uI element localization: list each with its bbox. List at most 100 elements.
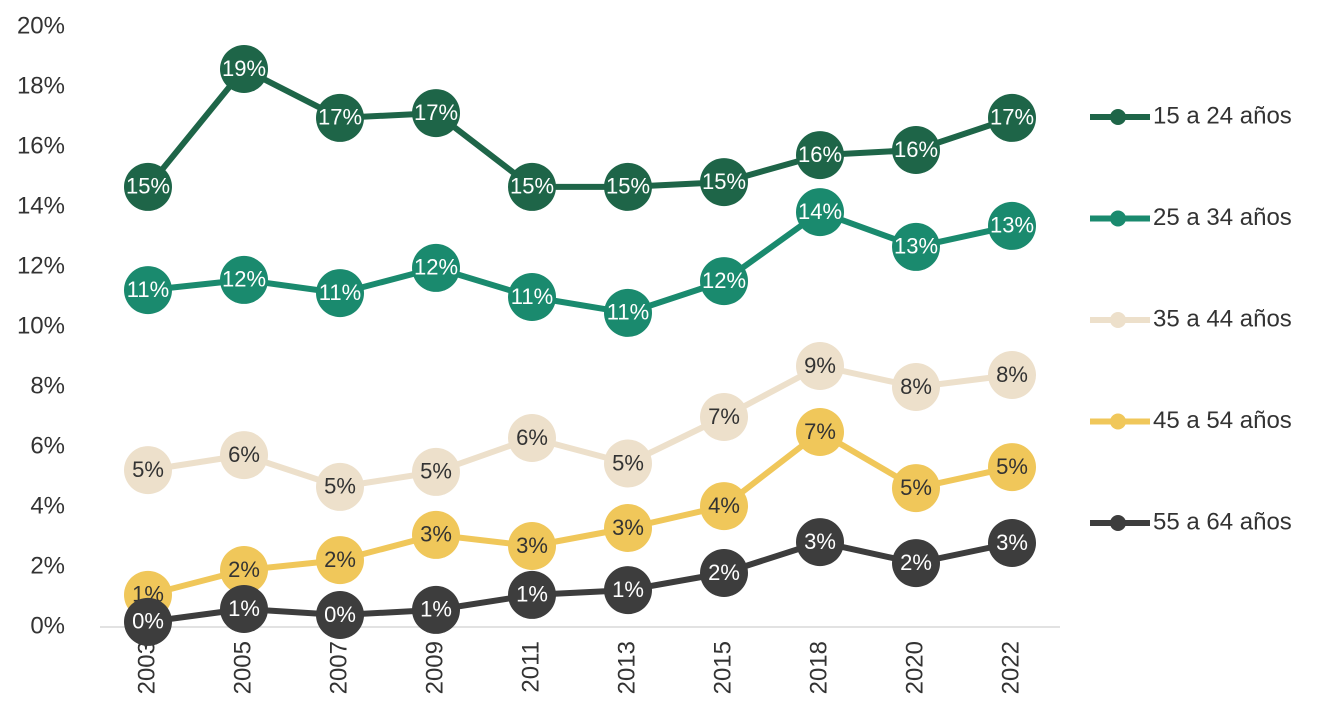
data-label: 3% (516, 533, 548, 558)
x-tick-label: 2007 (325, 641, 352, 694)
data-point (892, 539, 940, 588)
data-point (892, 222, 940, 271)
y-tick-label: 20% (17, 12, 65, 39)
y-tick-label: 2% (30, 552, 65, 579)
data-point (988, 519, 1036, 567)
series-line (145, 66, 1013, 190)
data-point (508, 162, 556, 211)
data-label: 13% (990, 213, 1034, 238)
data-point (796, 188, 844, 237)
data-point (124, 446, 172, 495)
data-point (700, 482, 748, 531)
data-point (988, 351, 1036, 399)
y-tick-label: 16% (17, 132, 65, 159)
data-point (604, 439, 652, 488)
data-label: 15% (510, 174, 554, 199)
data-label: 15% (126, 174, 170, 199)
data-point (316, 462, 364, 511)
legend-marker (1110, 312, 1126, 328)
data-label: 7% (804, 419, 836, 444)
data-label: 5% (612, 450, 644, 475)
legend-label: 35 a 44 años (1153, 305, 1292, 332)
y-tick-label: 4% (30, 492, 65, 519)
data-point (700, 393, 748, 441)
data-label: 12% (222, 267, 266, 292)
data-point (700, 158, 748, 207)
data-point (412, 89, 460, 138)
y-tick-label: 18% (17, 72, 65, 99)
data-label: 17% (414, 100, 458, 125)
data-point (124, 266, 172, 315)
data-label: 9% (804, 353, 836, 378)
data-point (892, 363, 940, 411)
data-label: 8% (996, 362, 1028, 387)
series-line (147, 539, 1013, 625)
legend-marker (1110, 413, 1126, 430)
data-label: 6% (516, 425, 548, 450)
data-label: 3% (612, 515, 644, 540)
data-point (124, 597, 172, 646)
data-label: 2% (228, 557, 260, 582)
data-label: 8% (900, 374, 932, 399)
data-label: 4% (708, 493, 740, 518)
data-point (700, 257, 748, 306)
data-point (412, 243, 460, 292)
data-point (316, 591, 364, 639)
x-tick-label: 2009 (421, 641, 448, 694)
data-label: 3% (420, 522, 452, 547)
y-tick-label: 0% (30, 612, 65, 639)
data-label: 12% (414, 255, 458, 280)
data-point (220, 255, 268, 304)
data-point (892, 464, 940, 513)
data-label: 11% (319, 280, 361, 305)
data-point (796, 518, 844, 567)
series-line (147, 363, 1013, 490)
data-label: 2% (900, 550, 932, 575)
data-point (316, 93, 364, 142)
data-point (220, 546, 268, 594)
data-label: 12% (702, 268, 746, 293)
data-label: 16% (894, 137, 938, 162)
legend-label: 15 a 24 años (1153, 102, 1292, 129)
y-tick-label: 12% (17, 252, 65, 279)
data-label: 19% (222, 56, 266, 81)
data-label: 11% (511, 284, 553, 309)
data-label: 3% (996, 530, 1028, 555)
x-tick-label: 2022 (997, 641, 1024, 694)
data-point (604, 504, 652, 552)
data-point (220, 585, 268, 633)
data-label: 1% (516, 582, 548, 607)
data-point (124, 162, 172, 211)
data-label: 2% (708, 560, 740, 585)
data-label: 17% (318, 105, 362, 130)
x-tick-label: 2003 (133, 641, 160, 694)
data-point (796, 131, 844, 180)
x-tick-label: 2005 (229, 641, 256, 694)
data-label: 13% (894, 234, 938, 259)
legend-marker (1110, 210, 1126, 227)
y-tick-label: 10% (17, 312, 65, 339)
data-label: 0% (324, 602, 356, 627)
x-tick-label: 2018 (805, 641, 832, 694)
data-label: 5% (420, 459, 452, 484)
legend-label: 55 a 64 años (1153, 508, 1292, 535)
y-tick-label: 14% (17, 192, 65, 219)
data-label: 5% (900, 475, 932, 500)
data-point (988, 93, 1036, 142)
data-point (316, 269, 364, 318)
data-label: 17% (990, 105, 1034, 130)
y-tick-label: 8% (30, 372, 65, 399)
data-label: 2% (324, 547, 356, 572)
data-point (412, 447, 460, 496)
data-label: 16% (798, 142, 842, 167)
data-label: 6% (228, 442, 260, 467)
data-point (412, 510, 460, 559)
data-point (796, 408, 844, 456)
series-line (147, 429, 1013, 598)
data-point (700, 549, 748, 597)
data-point (412, 585, 460, 634)
data-point (220, 431, 268, 480)
data-label: 5% (324, 474, 356, 499)
data-label: 15% (702, 169, 746, 194)
